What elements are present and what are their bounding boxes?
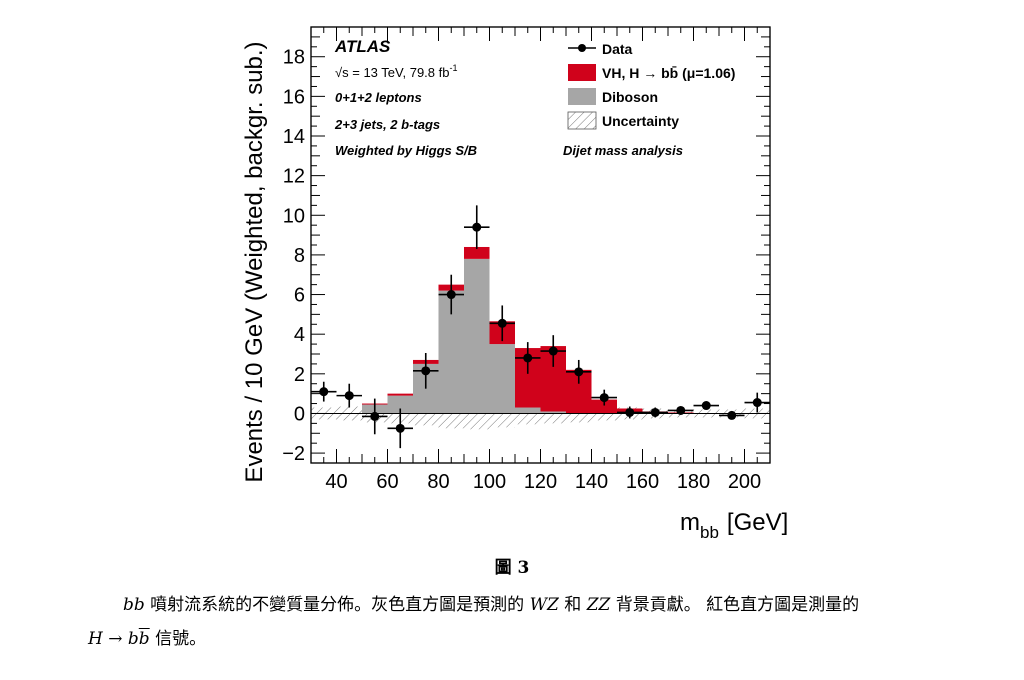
diboson-bar (515, 407, 541, 414)
x-tick-label: 200 (728, 471, 761, 493)
energy-label: √s = 13 TeV, 79.8 fb-1 (335, 63, 458, 80)
data-point (752, 398, 762, 408)
weighting-label: Weighted by Higgs S/B (335, 143, 477, 158)
legend-item-signal: VH, H → bb̄ (μ=1.06) (602, 64, 735, 81)
y-tick-label: 14 (283, 126, 305, 148)
y-tick-label: −2 (282, 443, 305, 465)
y-tick-label: 2 (294, 364, 305, 386)
x-axis-label: mbb [GeV] (680, 509, 788, 542)
data-point (370, 411, 380, 421)
x-tick-label: 100 (473, 471, 506, 493)
y-tick-label: 12 (283, 166, 305, 188)
data-point (395, 423, 405, 433)
data-point (727, 410, 737, 420)
y-tick-label: 8 (294, 245, 305, 267)
x-tick-label: 120 (524, 471, 557, 493)
atlas-label: ATLAS (334, 37, 391, 56)
data-point (548, 346, 558, 356)
annotations: ATLAS √s = 13 TeV, 79.8 fb-1 0+1+2 lepto… (334, 37, 683, 158)
data-points (311, 205, 770, 449)
diboson-bar (387, 395, 413, 414)
data-point (574, 367, 584, 377)
data-point (497, 318, 507, 328)
legend-data-marker (578, 44, 586, 52)
legend-uncertainty-swatch (567, 111, 597, 130)
data-point (344, 391, 354, 401)
signal-bar (464, 246, 490, 259)
data-point (523, 353, 533, 363)
channel-label: 0+1+2 leptons (335, 90, 422, 105)
legend-signal-swatch (568, 64, 596, 81)
data-point (676, 405, 686, 415)
y-tick-label: 4 (294, 324, 305, 346)
diboson-bar (540, 411, 566, 414)
x-tick-label: 140 (575, 471, 608, 493)
diboson-bar (489, 344, 515, 414)
legend-diboson-swatch (568, 88, 596, 105)
legend-item-uncertainty: Uncertainty (602, 113, 679, 129)
y-tick-label: 0 (294, 403, 305, 425)
data-point (421, 366, 431, 376)
figure-label: 圖 3 (494, 558, 530, 578)
x-tick-label: 160 (626, 471, 659, 493)
x-axis-ticks: 40 60 80 100 120 140 160 180 200 (310, 27, 771, 493)
data-point (472, 222, 482, 232)
y-tick-label: 16 (283, 86, 305, 108)
y-axis-ticks: −2 0 2 4 6 8 10 12 14 16 18 (282, 26, 770, 465)
data-point (446, 290, 456, 300)
data-point (701, 401, 711, 411)
y-axis-label: Events / 10 GeV (Weighted, backgr. sub.) (241, 41, 268, 482)
legend-item-data: Data (602, 41, 633, 57)
x-tick-label: 80 (427, 471, 449, 493)
legend: Data VH, H → bb̄ (μ=1.06) Diboson Uncert… (567, 41, 735, 130)
signal-bar (591, 399, 617, 414)
chart: 40 60 80 100 120 140 160 180 200 −2 0 2 4 6 8 10 12 14 16… (241, 26, 788, 542)
caption-line-1: bb 噴射流系統的不變質量分佈。灰色直方圖是預測的 WZ 和 ZZ 背景貢獻。 … (123, 595, 860, 615)
x-tick-label: 40 (325, 471, 347, 493)
x-tick-label: 60 (376, 471, 398, 493)
caption-line-2: H → bb 信號。 (88, 629, 207, 649)
data-point (650, 407, 660, 417)
y-tick-label: 6 (294, 285, 305, 307)
y-tick-label: 10 (283, 205, 305, 227)
jets-label: 2+3 jets, 2 b-tags (334, 117, 440, 132)
y-tick-label: 18 (283, 47, 305, 69)
signal-bar (387, 393, 413, 396)
data-point (625, 407, 635, 417)
data-point (599, 393, 609, 403)
diboson-bar (464, 258, 490, 414)
data-point (319, 387, 329, 397)
x-tick-label: 180 (677, 471, 710, 493)
analysis-label: Dijet mass analysis (563, 143, 683, 158)
legend-item-diboson: Diboson (602, 89, 658, 105)
